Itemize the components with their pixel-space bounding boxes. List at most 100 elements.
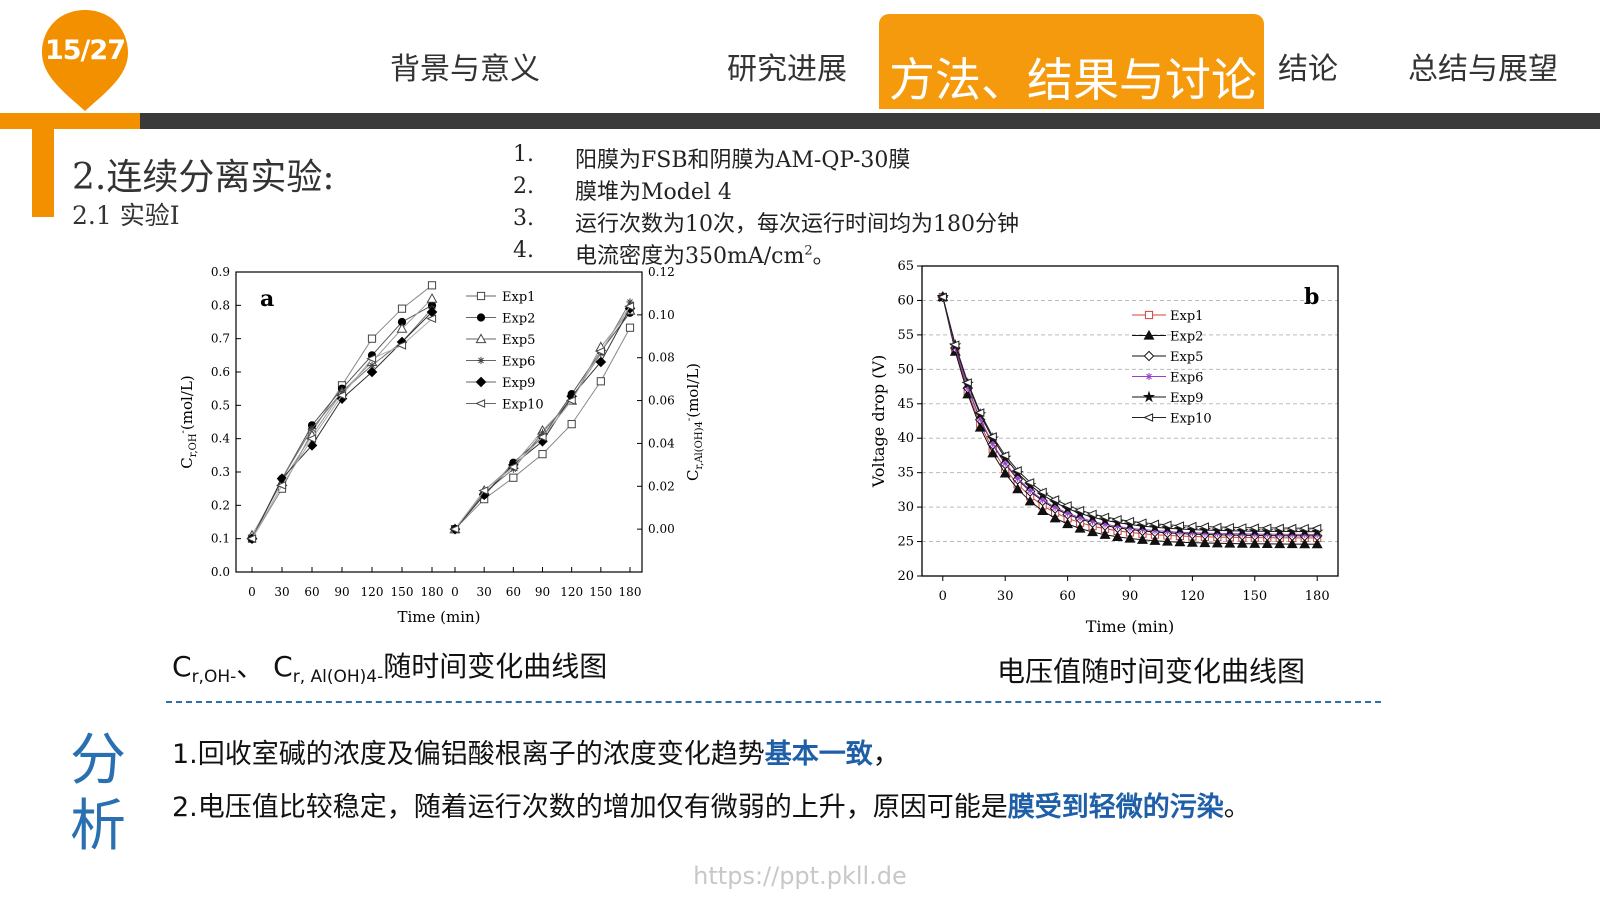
nav-tab-background[interactable]: 背景与意义 [390, 52, 540, 87]
nav-tab-conclusion[interactable]: 结论 [1278, 52, 1338, 87]
data-point [1149, 519, 1160, 529]
x-tick-label: 120 [361, 585, 384, 599]
y-tick-label-right: 0.06 [648, 394, 675, 408]
data-point [478, 486, 489, 495]
data-point [1251, 530, 1259, 538]
y-tick-label: 60 [897, 293, 914, 308]
condition-item: 2. 膜堆为Model 4 [513, 174, 1113, 205]
nav-active-tab[interactable] [879, 14, 1264, 109]
data-point [1311, 538, 1323, 549]
data-point [1199, 522, 1209, 532]
data-point [1213, 529, 1221, 538]
x-tick-label: 90 [535, 585, 550, 599]
data-point [1126, 524, 1134, 532]
condition-text: 电流密度为350mA/cm2。 [575, 243, 835, 269]
data-point [1261, 523, 1272, 533]
data-point [1274, 538, 1286, 549]
data-point [1223, 522, 1234, 532]
data-point [1211, 537, 1223, 548]
data-point [974, 421, 986, 432]
y-tick-label: 45 [897, 397, 914, 412]
data-point [1124, 516, 1135, 526]
data-point [366, 366, 378, 378]
condition-number: 1. [513, 142, 534, 167]
data-point [1137, 534, 1148, 544]
data-point [1026, 486, 1034, 494]
legend-marker [1143, 329, 1155, 340]
x-axis-label: Time (min) [397, 608, 480, 626]
data-point [596, 377, 605, 386]
series-line-left [251, 318, 433, 539]
data-point [1074, 505, 1085, 515]
data-point [964, 384, 972, 392]
page-counter: 15/27 [44, 35, 126, 66]
series-exp1: Exp1 [247, 281, 635, 543]
x-tick-label: 150 [1242, 589, 1267, 604]
data-point [1012, 483, 1024, 494]
analysis-highlight: 基本一致 [764, 739, 873, 770]
series-line [942, 296, 1318, 537]
data-point [625, 323, 635, 332]
y-tick-label: 20 [897, 569, 914, 584]
dashed-divider [166, 701, 1381, 703]
data-point [1049, 512, 1061, 523]
x-tick-label: 0 [451, 585, 459, 599]
data-point [626, 298, 634, 306]
legend-label: Exp9 [502, 376, 535, 391]
data-point [246, 534, 257, 544]
data-point [1236, 538, 1248, 548]
data-point [1163, 527, 1172, 536]
y-tick-label-left: 0.5 [211, 398, 230, 412]
y-tick-label: 55 [897, 328, 914, 343]
data-point [1099, 512, 1110, 522]
data-point [1036, 487, 1047, 497]
y-tick-label: 50 [897, 362, 914, 377]
chart-a-frame [235, 271, 643, 573]
chart-b-frame [921, 265, 1339, 577]
data-point [368, 361, 376, 369]
nav-tab-methods[interactable]: 方法、结果与讨论 [889, 53, 1257, 107]
data-point [1149, 535, 1161, 545]
data-point [1236, 523, 1247, 532]
data-point [949, 340, 960, 350]
series-exp1: Exp1 [938, 292, 1322, 543]
series-exp2: Exp2 [937, 291, 1323, 549]
y-tick-label-left: 0.2 [211, 498, 230, 512]
data-point [1051, 503, 1059, 511]
data-point [1211, 522, 1222, 532]
section-subtitle: 2.1 实验I [72, 201, 180, 230]
y-axis-label-left: Cr,OH-(mol/L) [178, 375, 199, 468]
condition-number: 4. [513, 238, 534, 263]
data-point [1001, 459, 1009, 467]
data-point [427, 281, 437, 290]
y-tick-label: 25 [897, 535, 914, 550]
data-point [1238, 530, 1246, 538]
data-point [1261, 538, 1273, 549]
x-tick-label: 180 [619, 585, 642, 599]
x-tick-label: 150 [391, 585, 414, 599]
data-point [961, 378, 972, 387]
data-point [1088, 517, 1097, 525]
y-axis-label-right: Cr,Al(OH)4-(mol/L) [684, 363, 705, 481]
analysis-line-2: 2.电压值比较稳定，随着运行次数的增加仅有微弱的上升，原因可能是膜受到轻微的污染… [172, 792, 1251, 823]
x-tick-label: 60 [1059, 589, 1076, 604]
data-point [1087, 526, 1099, 537]
x-tick-label: 30 [477, 585, 492, 599]
x-axis-label: Time (min) [1086, 617, 1175, 636]
data-point [1111, 514, 1122, 524]
nav-tab-progress[interactable]: 研究进展 [727, 52, 847, 87]
data-point [449, 524, 460, 534]
y-tick-label-right: 0.08 [648, 351, 675, 365]
data-point [1011, 466, 1022, 475]
x-tick-label: 30 [997, 589, 1014, 604]
series-exp9: Exp9 [936, 290, 1324, 537]
legend-label: Exp10 [502, 398, 544, 413]
data-point [397, 304, 407, 313]
header-bar-accent [0, 113, 140, 129]
legend-marker [475, 333, 487, 344]
nav-tab-summary[interactable]: 总结与展望 [1408, 52, 1558, 87]
legend-label: Exp6 [1170, 371, 1203, 386]
data-point [1288, 530, 1296, 538]
section-title: 2.连续分离实验: [72, 157, 335, 198]
data-point [1161, 535, 1173, 546]
